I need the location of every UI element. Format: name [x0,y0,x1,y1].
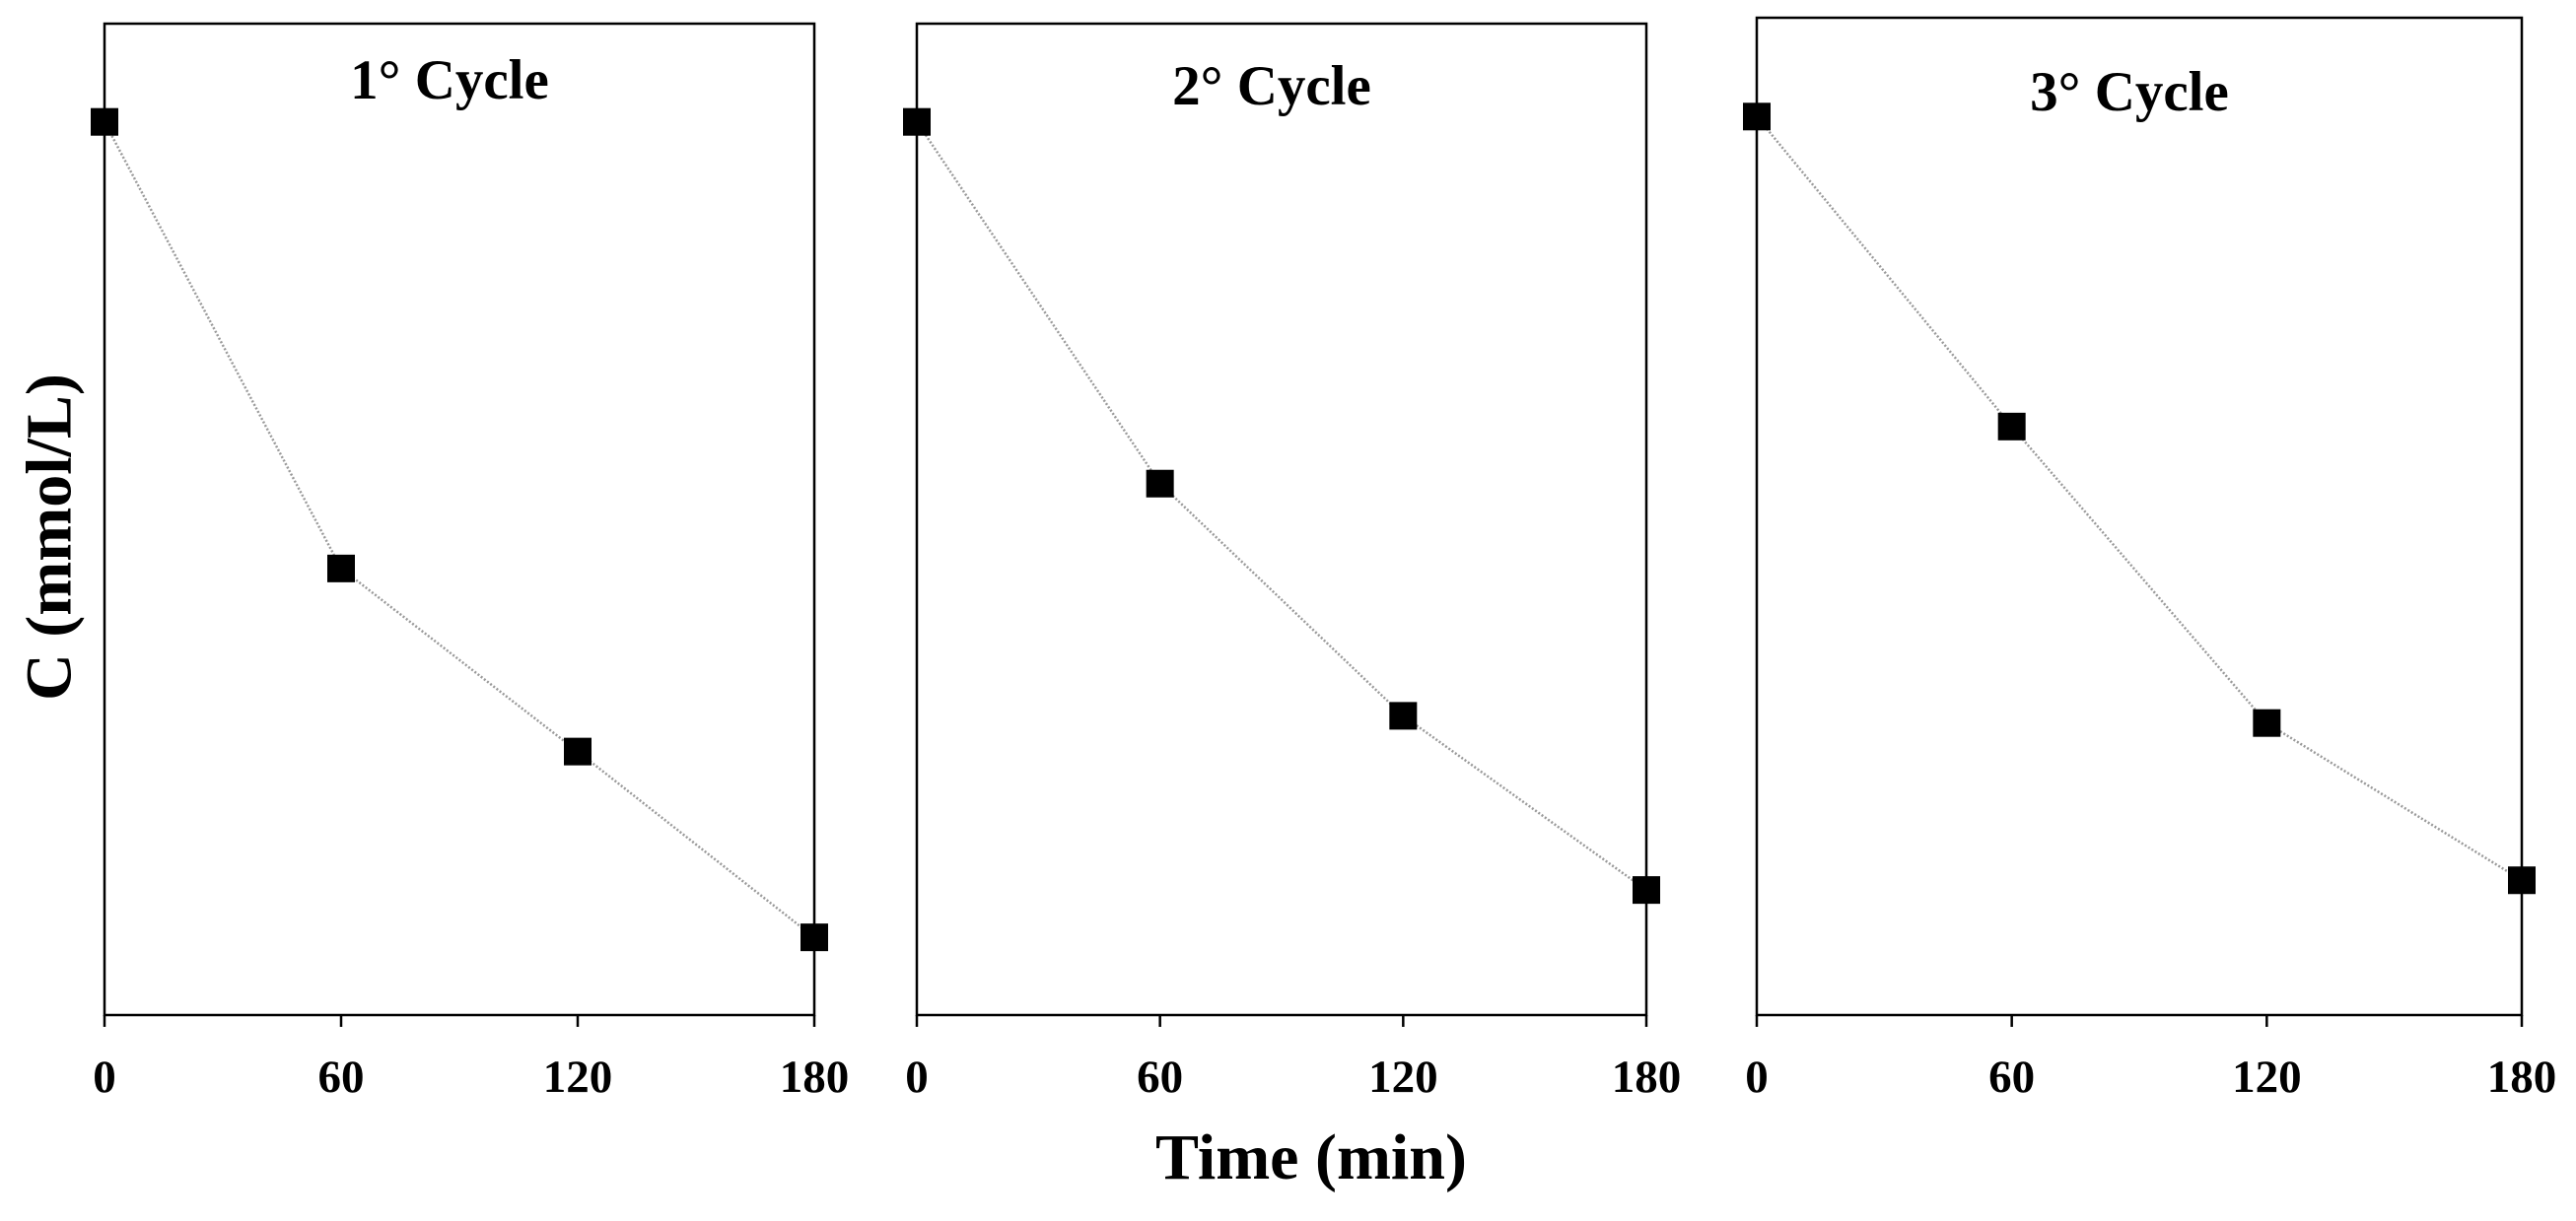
data-point-marker [801,923,828,952]
data-point-marker [1997,412,2026,441]
data-point-marker [1743,102,1771,131]
x-tick-label: 120 [2232,1051,2302,1103]
data-point-marker [564,737,592,766]
series-line [915,121,1647,892]
x-tick-label: 0 [93,1051,116,1103]
x-tick-label: 180 [1612,1051,1682,1103]
data-point-marker [2253,709,2281,737]
panel-1: 0 60 120 180 1° Cycle [91,22,850,1103]
series-line [103,121,815,939]
panel-title: 2° Cycle [1172,55,1371,117]
data-point-marker [1146,469,1174,498]
y-axis-label: C (mmol/L) [14,373,86,701]
x-tick-label: 0 [1745,1051,1769,1103]
series-line [1756,115,2523,882]
x-tick-label: 180 [2487,1051,2557,1103]
plot-frame [1755,16,2524,1017]
x-tick-label: 120 [1368,1051,1438,1103]
data-point-marker [2508,866,2536,895]
x-tick-label: 180 [780,1051,850,1103]
x-tick-label: 60 [1988,1051,2035,1103]
panel-2: 0 60 120 180 2° Cycle [903,22,1682,1103]
panels: 0 60 120 180 1° Cycle 0 60 120 180 2° Cycle 0 60 120… [91,16,2557,1103]
x-axis-label: Time (min) [1155,1121,1467,1193]
data-point-marker [327,554,355,582]
x-tick-label: 120 [543,1051,613,1103]
x-tick-label: 60 [318,1051,365,1103]
panel-title: 1° Cycle [350,49,549,111]
data-point-marker [1633,876,1660,905]
panel-3: 0 60 120 180 3° Cycle [1743,16,2557,1103]
x-tick-label: 60 [1137,1051,1183,1103]
data-point-marker [903,107,931,136]
plot-frame [915,22,1648,1017]
plot-frame [103,22,816,1017]
x-tick-label: 0 [905,1051,929,1103]
data-point-marker [1389,702,1418,730]
panel-title: 3° Cycle [2030,61,2229,123]
data-point-marker [91,107,118,136]
